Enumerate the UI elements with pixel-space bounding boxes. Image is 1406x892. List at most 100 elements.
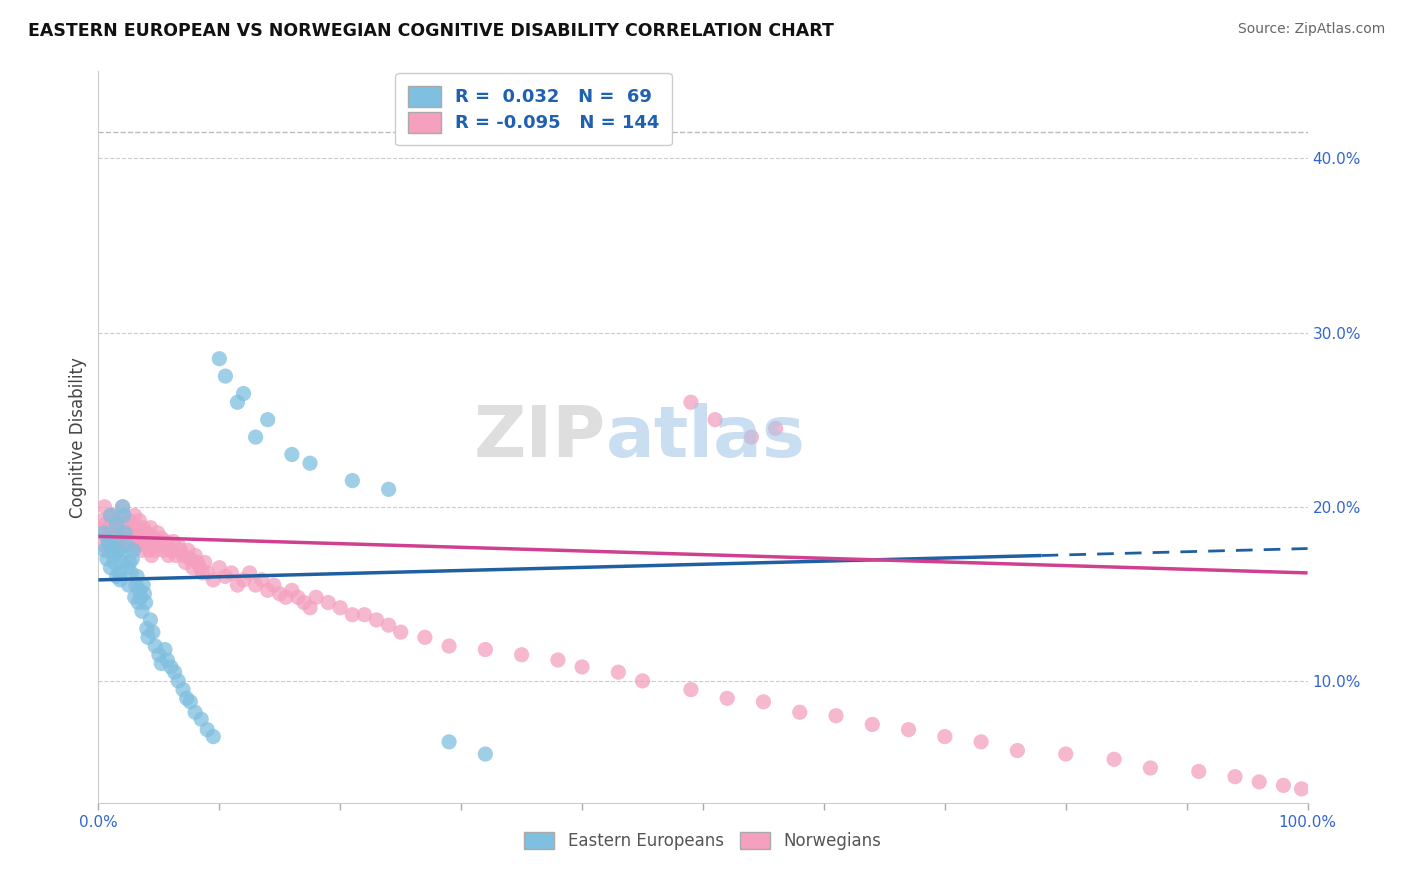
Point — [135, 538, 157, 552]
Point — [174, 556, 197, 570]
Point — [131, 604, 153, 618]
Point — [107, 543, 129, 558]
Point — [437, 639, 460, 653]
Point — [329, 600, 352, 615]
Point — [305, 591, 328, 605]
Point — [474, 747, 496, 761]
Point — [232, 573, 254, 587]
Point — [287, 591, 309, 605]
Point — [91, 514, 114, 528]
Point — [342, 607, 364, 622]
Point — [122, 538, 145, 552]
Point — [110, 556, 132, 570]
Point — [143, 543, 166, 558]
Point — [299, 456, 322, 470]
Point — [139, 521, 162, 535]
Point — [256, 583, 278, 598]
Point — [129, 534, 152, 549]
Point — [195, 723, 218, 737]
Point — [167, 673, 190, 688]
Point — [124, 508, 146, 523]
Point — [342, 474, 364, 488]
Point — [704, 412, 727, 426]
Point — [162, 534, 184, 549]
Point — [377, 483, 399, 497]
Point — [118, 578, 141, 592]
Point — [437, 735, 460, 749]
Point — [176, 691, 198, 706]
Point — [132, 578, 155, 592]
Point — [101, 508, 124, 523]
Point — [177, 543, 200, 558]
Point — [366, 613, 388, 627]
Point — [1272, 778, 1295, 792]
Point — [93, 525, 115, 540]
Point — [121, 521, 143, 535]
Point — [94, 517, 117, 532]
Point — [245, 578, 267, 592]
Point — [103, 538, 125, 552]
Point — [169, 543, 191, 558]
Point — [194, 556, 217, 570]
Point — [191, 566, 214, 580]
Point — [100, 521, 122, 535]
Point — [263, 578, 285, 592]
Point — [136, 534, 159, 549]
Point — [165, 549, 187, 563]
Point — [245, 430, 267, 444]
Point — [172, 549, 194, 563]
Point — [132, 521, 155, 535]
Point — [129, 591, 152, 605]
Point — [281, 448, 304, 462]
Point — [716, 691, 738, 706]
Point — [740, 430, 762, 444]
Point — [93, 538, 115, 552]
Point — [202, 730, 225, 744]
Point — [105, 517, 128, 532]
Point — [1054, 747, 1077, 761]
Point — [120, 534, 142, 549]
Point — [184, 705, 207, 719]
Point — [112, 508, 135, 523]
Point — [97, 534, 120, 549]
Point — [160, 660, 183, 674]
Point — [127, 538, 149, 552]
Point — [108, 543, 131, 558]
Point — [117, 560, 139, 574]
Point — [679, 395, 702, 409]
Point — [118, 525, 141, 540]
Point — [91, 525, 114, 540]
Point — [135, 595, 157, 609]
Text: Source: ZipAtlas.com: Source: ZipAtlas.com — [1237, 22, 1385, 37]
Point — [114, 525, 136, 540]
Point — [104, 531, 127, 545]
Point — [121, 552, 143, 566]
Point — [146, 525, 169, 540]
Y-axis label: Cognitive Disability: Cognitive Disability — [69, 357, 87, 517]
Point — [105, 514, 128, 528]
Point — [118, 556, 141, 570]
Point — [860, 717, 883, 731]
Point — [153, 642, 176, 657]
Point — [226, 395, 249, 409]
Point — [221, 566, 243, 580]
Point — [128, 514, 150, 528]
Point — [631, 673, 654, 688]
Point — [389, 625, 412, 640]
Point — [1249, 775, 1271, 789]
Point — [413, 631, 436, 645]
Point — [208, 560, 231, 574]
Point — [125, 578, 148, 592]
Point — [101, 549, 124, 563]
Point — [156, 653, 179, 667]
Point — [825, 708, 848, 723]
Point — [104, 525, 127, 540]
Point — [571, 660, 593, 674]
Point — [188, 560, 211, 574]
Point — [299, 600, 322, 615]
Point — [970, 735, 993, 749]
Point — [98, 521, 121, 535]
Point — [143, 538, 166, 552]
Point — [353, 607, 375, 622]
Point — [752, 695, 775, 709]
